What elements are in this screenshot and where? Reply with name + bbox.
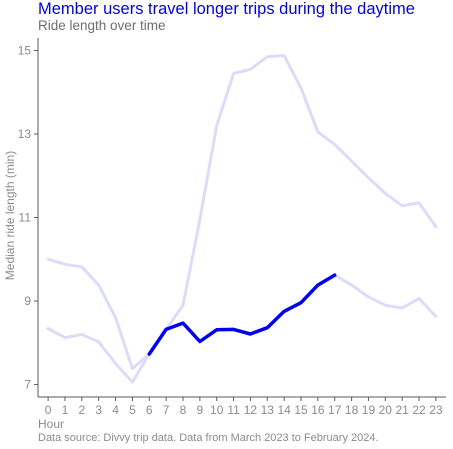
x-tick-label: 6: [146, 403, 153, 417]
x-tick-label: 16: [311, 403, 325, 417]
y-axis-ticks: 7 9 11 13 15: [18, 44, 38, 391]
x-tick-label: 20: [379, 403, 393, 417]
chart-caption: Data source: Divvy trip data. Data from …: [38, 432, 379, 444]
x-tick-label: 19: [362, 403, 376, 417]
chart-title: Member users travel longer trips during …: [38, 0, 415, 18]
context-series-line-1: [46, 54, 438, 371]
y-tick-label: 15: [18, 44, 32, 58]
x-tick-label: 13: [261, 403, 275, 417]
chart-subtitle: Ride length over time: [38, 18, 166, 33]
x-tick-label: 3: [95, 403, 102, 417]
x-tick-label: 10: [210, 403, 224, 417]
x-tick-label: 15: [294, 403, 308, 417]
x-tick-label: 4: [112, 403, 119, 417]
x-tick-label: 5: [129, 403, 136, 417]
y-tick-label: 13: [18, 127, 32, 141]
x-tick-label: 17: [328, 403, 342, 417]
x-tick-label: 0: [45, 403, 52, 417]
x-tick-label: 9: [197, 403, 204, 417]
x-tick-label: 23: [429, 403, 443, 417]
x-tick-label: 1: [62, 403, 69, 417]
highlight-series-line: [147, 273, 337, 356]
x-tick-label: 21: [395, 403, 409, 417]
y-tick-label: 7: [24, 377, 31, 391]
x-axis-ticks: 0 1 2 3 4 5 6 7 8 9 10 11 12 13 14 15 16 17 18 19 20 21 22 23: [45, 397, 443, 417]
x-axis-title: Hour: [38, 417, 64, 431]
y-axis-title: Median ride length (min): [3, 151, 17, 280]
x-tick-label: 12: [244, 403, 258, 417]
series-layer: [46, 54, 438, 384]
x-tick-label: 8: [180, 403, 187, 417]
x-tick-label: 2: [78, 403, 85, 417]
context-series-line-2: [46, 273, 438, 384]
y-tick-label: 9: [24, 294, 31, 308]
x-tick-label: 11: [227, 403, 240, 417]
x-tick-label: 18: [345, 403, 359, 417]
x-tick-label: 7: [163, 403, 170, 417]
x-tick-label: 22: [412, 403, 426, 417]
x-tick-label: 14: [277, 403, 291, 417]
y-tick-label: 11: [19, 211, 32, 225]
